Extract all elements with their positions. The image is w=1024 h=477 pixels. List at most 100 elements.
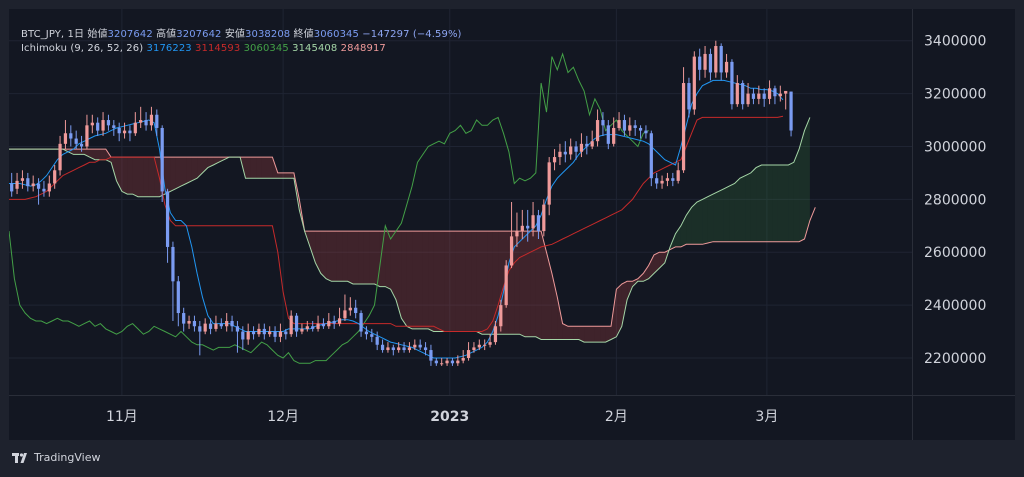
brand-name[interactable]: TradingView [34, 451, 101, 464]
cloud-segment [433, 231, 439, 332]
candle-body [112, 125, 116, 128]
cloud-segment [379, 231, 386, 287]
cloud-segment [783, 164, 789, 242]
cloud-segment [589, 326, 595, 343]
footer: TradingView [12, 451, 100, 464]
candle-body [171, 246, 175, 282]
candle-body [42, 188, 46, 192]
cloud-segment [551, 273, 558, 340]
cloud-segment [412, 231, 418, 329]
candle-body [784, 90, 788, 94]
cloud-segment [455, 231, 461, 332]
conversion-line [9, 79, 784, 359]
candle-body [552, 157, 557, 163]
span-a-line [9, 117, 811, 343]
candle-body [741, 83, 745, 105]
candle-body [321, 323, 326, 327]
candle-body [305, 326, 309, 329]
candle-body [139, 120, 143, 123]
candle-body [144, 120, 148, 126]
cloud-segment [385, 231, 391, 290]
candle-body [724, 61, 729, 73]
cloud-segment [326, 231, 332, 282]
cloud-segment [761, 164, 767, 242]
candle-body [767, 88, 772, 99]
candle-body [337, 318, 342, 324]
candle-body [429, 350, 433, 361]
cloud-segment [143, 157, 149, 197]
close-value: 3060345 [313, 29, 359, 40]
time-tick-label: 2月 [605, 409, 628, 425]
cloud-segment [417, 231, 423, 329]
open-value: 3207642 [107, 29, 153, 40]
candle-body [714, 46, 718, 73]
candle-body [644, 130, 648, 134]
candle-body [36, 183, 41, 189]
candle-body [515, 231, 519, 237]
cloud-segment [353, 231, 359, 284]
cloud-segment [89, 149, 95, 160]
candle-body [407, 347, 412, 351]
cloud-segment [444, 231, 450, 332]
cloud-segment [541, 231, 547, 340]
cloud-segment [745, 172, 751, 242]
candle-body [579, 143, 584, 152]
candle-body [563, 151, 567, 155]
candle-body [665, 178, 670, 181]
cloud-segment [697, 199, 703, 245]
candle-body [536, 215, 541, 232]
cloud-segment [401, 231, 407, 327]
candle-body [585, 143, 589, 147]
cloud-segment [132, 157, 138, 197]
cloud-segment [197, 157, 203, 179]
cloud-segment [707, 194, 714, 243]
symbol-label[interactable]: BTC_JPY, 1日 [21, 29, 85, 40]
cloud-segment [578, 326, 585, 343]
time-tick-label: 2023 [430, 409, 469, 425]
candle-body [708, 53, 713, 73]
candle-body [262, 328, 266, 335]
cloud-segment [428, 231, 434, 332]
candle-body [547, 162, 551, 205]
cloud-segment [181, 157, 187, 187]
cloud-segment [175, 157, 181, 189]
candle-body [160, 127, 164, 192]
cloud-segment [557, 297, 563, 340]
cloud-segment [643, 265, 649, 282]
candle-body [155, 114, 159, 128]
candle-body [359, 313, 363, 332]
candle-body [332, 320, 336, 324]
candle-body [606, 125, 610, 144]
candle-body [316, 323, 320, 329]
candle-body [751, 93, 756, 99]
candle-body [386, 347, 390, 351]
candle-body [69, 133, 73, 139]
candle-body [762, 93, 766, 99]
candle-body [370, 334, 374, 337]
candle-body [214, 323, 218, 329]
cloud-segment [594, 326, 601, 343]
candle-body [746, 93, 750, 105]
cloud-segment [713, 191, 719, 242]
candle-body [413, 344, 417, 348]
indicator-name[interactable]: Ichimoku (9, 26, 52, 26) [21, 43, 144, 54]
candle-body [660, 180, 664, 184]
cloud-segment [691, 202, 697, 245]
candle-body [450, 360, 455, 364]
candle-body [182, 313, 186, 324]
candle-body [79, 143, 84, 147]
candle-body [445, 360, 449, 364]
cloud-segment [648, 254, 654, 279]
low-label: 安値 [224, 29, 246, 40]
cloud-segment [406, 231, 413, 329]
candle-body [74, 138, 78, 144]
candle-body [520, 225, 524, 232]
candle-body [187, 320, 191, 324]
candle-body [493, 326, 498, 343]
candle-body [246, 331, 250, 340]
candle-body [509, 236, 514, 266]
cloud-segment [772, 164, 778, 242]
price-tick-label: 3000000 [924, 139, 986, 155]
ichimoku-chart[interactable]: 2200000 2400000 2600000 2800000 3000000 32000… [9, 9, 1015, 440]
candle-body [300, 328, 304, 332]
